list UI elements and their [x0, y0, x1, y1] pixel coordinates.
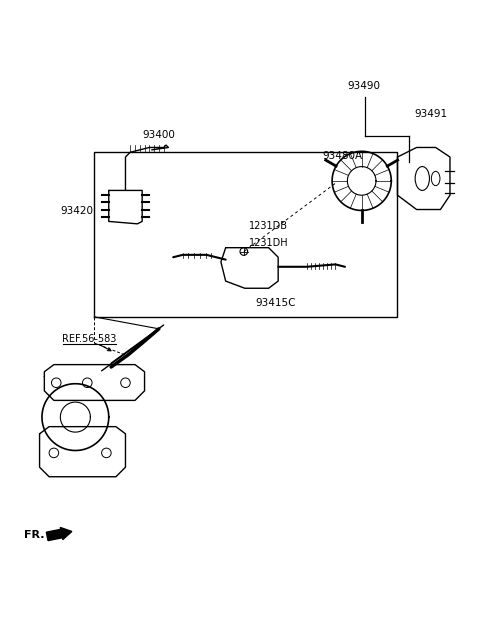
Text: 93490: 93490 [348, 81, 381, 91]
Text: 93400: 93400 [143, 130, 175, 140]
Text: FR.: FR. [24, 530, 45, 540]
FancyArrow shape [47, 528, 72, 540]
Text: 93420: 93420 [60, 206, 94, 216]
Text: 93415C: 93415C [255, 298, 296, 308]
Text: 1231DB: 1231DB [249, 221, 288, 231]
Text: 93480A: 93480A [322, 150, 362, 160]
Text: 93491: 93491 [414, 109, 447, 119]
Text: REF.56-583: REF.56-583 [62, 335, 117, 344]
Text: 1231DH: 1231DH [249, 238, 288, 248]
